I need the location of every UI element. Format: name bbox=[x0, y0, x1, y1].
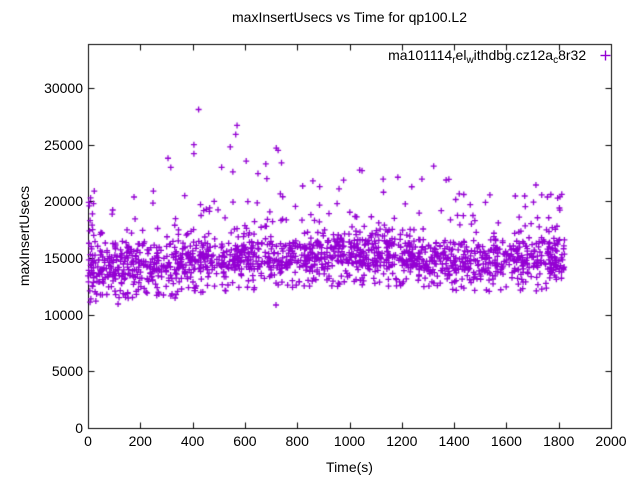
x-tick-label: 1000 bbox=[333, 433, 366, 449]
x-tick-label: 600 bbox=[233, 433, 257, 449]
legend-label-text: 8r32 bbox=[558, 47, 587, 63]
x-tick-label: 1200 bbox=[386, 433, 418, 449]
x-tick-label: 1600 bbox=[490, 433, 522, 449]
legend-label-text: el bbox=[455, 47, 467, 63]
y-tick-label: 25000 bbox=[44, 136, 83, 153]
x-tick-label: 1800 bbox=[543, 433, 575, 449]
legend-series-label: ma101114relwithdbg.cz12ac8r32 bbox=[388, 47, 586, 69]
legend-label-subscript: w bbox=[466, 55, 474, 66]
chart-title: maxInsertUsecs vs Time for qp100.L2 bbox=[232, 9, 467, 25]
y-tick-label: 15000 bbox=[44, 249, 83, 266]
x-axis-label: Time(s) bbox=[326, 459, 373, 475]
y-tick-label: 30000 bbox=[44, 79, 83, 96]
y-tick-label: 0 bbox=[75, 420, 83, 436]
legend-label-subscript: c bbox=[553, 55, 559, 66]
x-tick-label: 0 bbox=[84, 433, 92, 449]
legend-marker-plus-icon bbox=[600, 50, 611, 61]
x-tick-label: 800 bbox=[285, 433, 309, 449]
x-tick-label: 400 bbox=[180, 433, 205, 449]
legend-label-text: ma101114 bbox=[388, 47, 453, 63]
legend-label-subscript: r bbox=[452, 55, 456, 66]
x-tick-label: 1400 bbox=[438, 433, 470, 449]
legend: ma101114relwithdbg.cz12ac8r32 bbox=[388, 47, 611, 66]
legend-label-text: ithdbg.cz12a bbox=[473, 47, 554, 63]
y-tick-label: 20000 bbox=[44, 193, 83, 210]
y-tick-label: 10000 bbox=[44, 306, 83, 323]
x-tick-label: 2000 bbox=[595, 433, 627, 449]
y-tick-label: 5000 bbox=[51, 363, 83, 380]
x-tick-label: 200 bbox=[128, 433, 152, 449]
